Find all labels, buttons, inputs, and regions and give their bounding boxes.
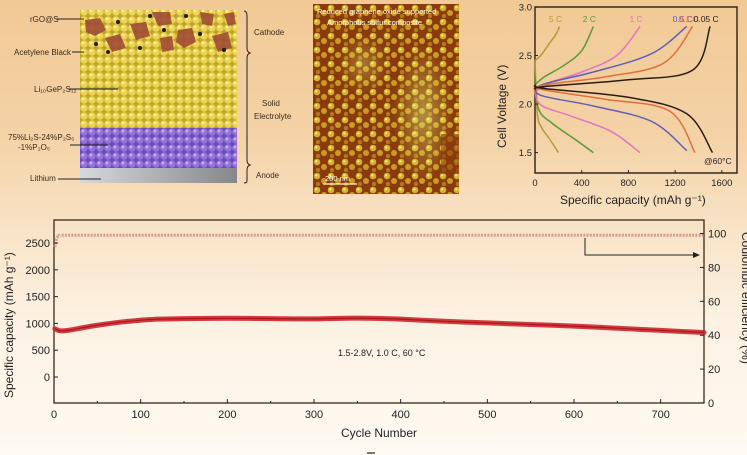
afm-caption-line-2: Amorphous sulfur composite xyxy=(327,18,422,27)
chart2-xlabel: Cycle Number xyxy=(341,426,417,440)
label-cathode: Cathode xyxy=(254,28,285,37)
y-right-tick-label: 20 xyxy=(708,364,720,376)
y-tick-label: 500 xyxy=(32,345,50,357)
x-tick-label: 1600 xyxy=(711,178,732,189)
x-tick-label: 300 xyxy=(305,409,323,421)
electrolyte-layer xyxy=(80,10,237,130)
chart2-ylabel-right: Coulombic efficiency (%) xyxy=(739,232,747,364)
x-tick-label: 100 xyxy=(131,409,149,421)
charge-curve-5C xyxy=(534,26,561,62)
x-tick-label: 400 xyxy=(574,178,590,189)
series-label: 5 C xyxy=(549,14,562,24)
discharge-curve-0p5C xyxy=(533,84,688,152)
chart1-ylabel: Cell Voltage (V) xyxy=(495,65,509,148)
acetylene-black-particles xyxy=(94,14,226,54)
discharge-curve-0p05C xyxy=(533,83,714,154)
cycling-performance-chart: 0 100 200 300 400 500 600 700 05001000150020002… xyxy=(2,219,747,454)
x-tick-label: 200 xyxy=(218,409,236,421)
chart1-annotation: @60°C xyxy=(704,156,732,166)
capacity-series-core xyxy=(54,317,705,334)
y-right-tick-label: 80 xyxy=(708,262,720,274)
series-label: 0.05 C xyxy=(694,14,719,24)
lithium-anode-layer xyxy=(80,168,237,183)
y-tick-label: 2500 xyxy=(26,238,50,250)
label-glass-electrolyte-2: -1%P₂O₅ xyxy=(18,143,50,152)
y-tick-label: 2.0 xyxy=(519,100,532,111)
y-tick-label: 2.5 xyxy=(519,51,532,62)
chart2-ylabel: Specific capacity (mAh g⁻¹) xyxy=(2,252,16,398)
afm-scale-bar-label: 200 nm xyxy=(325,174,350,183)
series-label: 0.5 C xyxy=(673,14,693,24)
y-right-tick-label: 0 xyxy=(708,398,714,410)
glass-electrolyte-layer xyxy=(80,128,237,168)
y-right-tick-label: 40 xyxy=(708,330,720,342)
label-electrolyte: Electrolyte xyxy=(254,112,292,121)
layer-braces xyxy=(243,10,252,184)
label-glass-electrolyte: 75%Li₂S-24%P₂S₅ xyxy=(8,133,74,142)
label-rgo-s: rGO@S xyxy=(30,15,59,24)
series-label: 1 C xyxy=(629,14,642,24)
y-tick-label: 1.5 xyxy=(519,148,532,159)
y-tick-label: 1500 xyxy=(26,292,50,304)
chart2-annotation: 1.5-2.8V, 1.0 C, 60 °C xyxy=(338,348,426,358)
voltage-profile-chart: 0 400 800 1200 1600 1.5 2.0 2.5 3.0 5 C 2 C 1 C 0.… xyxy=(495,3,738,207)
x-tick-label: 700 xyxy=(651,409,669,421)
y-right-tick-label: 60 xyxy=(708,296,720,308)
chart1-xlabel: Specific capacity (mAh g⁻¹) xyxy=(560,193,706,207)
discharge-curve-1C xyxy=(534,84,641,154)
label-anode: Anode xyxy=(256,171,280,180)
label-acetylene-black: Acetylene Black xyxy=(14,48,72,57)
y-right-tick-label: 100 xyxy=(708,229,726,241)
coulombic-efficiency-series xyxy=(53,233,704,248)
x-tick-label: 600 xyxy=(565,409,583,421)
afm-image: Reduced graphene oxide supported Amorpho… xyxy=(313,4,459,194)
label-lithium: Lithium xyxy=(30,174,56,183)
series-label: 2 C xyxy=(583,14,596,24)
battery-schematic: rGO@S Acetylene Black Li₁₀GeP₂S₁₂ 75%Li₂… xyxy=(8,10,292,184)
x-tick-label: 0 xyxy=(532,178,537,189)
afm-caption-line-1: Reduced graphene oxide supported xyxy=(317,7,436,16)
chart2-frame xyxy=(53,219,705,404)
ce-axis-arrow xyxy=(584,238,695,256)
charge-curve-2C xyxy=(534,26,595,86)
x-tick-label: 500 xyxy=(478,409,496,421)
ce-axis-arrowhead xyxy=(693,252,700,258)
x-tick-label: 400 xyxy=(391,409,409,421)
charge-curve-0p5C xyxy=(534,25,688,95)
capacity-series xyxy=(52,315,707,335)
label-solid: Solid xyxy=(262,99,280,108)
cathode-particles xyxy=(85,12,236,52)
series-label: 0.1 C xyxy=(678,14,698,24)
charge-curve-0p1C xyxy=(533,25,694,95)
x-tick-label: 1200 xyxy=(665,178,686,189)
y-tick-label: 0 xyxy=(44,372,50,384)
y-tick-label: 2000 xyxy=(26,265,50,277)
y-tick-label: 1000 xyxy=(26,318,50,330)
x-tick-label: 800 xyxy=(620,178,636,189)
label-lgps: Li₁₀GeP₂S₁₂ xyxy=(34,85,77,94)
y-tick-label: 3.0 xyxy=(519,3,532,14)
x-tick-label: 0 xyxy=(51,409,57,421)
